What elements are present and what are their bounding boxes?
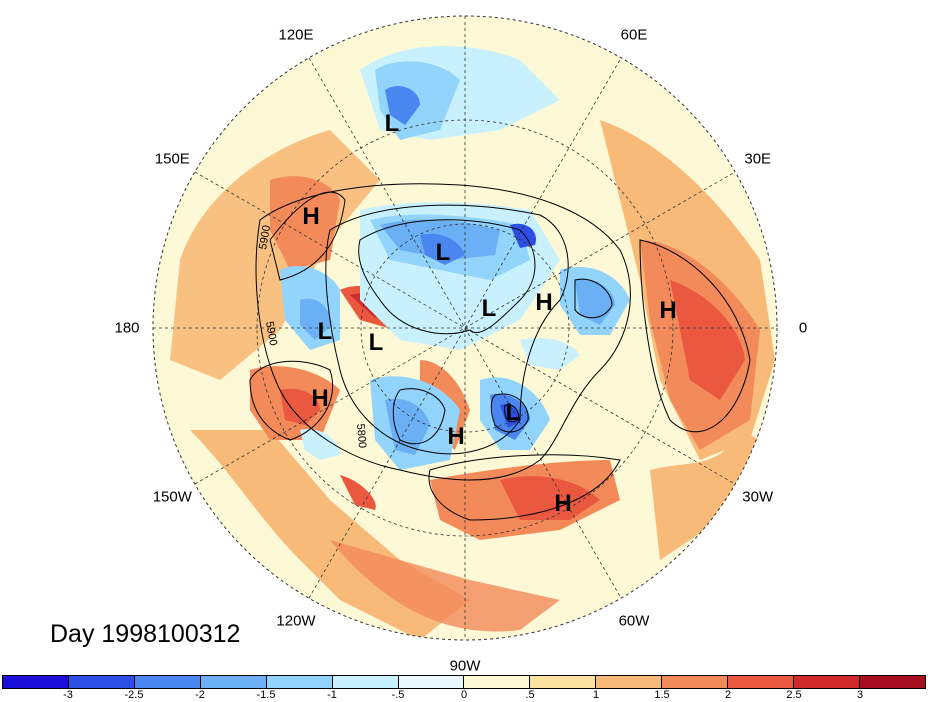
low-pressure-label: L [385, 110, 400, 137]
colorbar-cell [530, 676, 597, 688]
colorbar-cell [794, 676, 860, 688]
longitude-label: 180 [114, 319, 140, 337]
contour-label: 5900 [257, 224, 273, 250]
colorbar-tick-label: .5 [525, 689, 535, 701]
colorbar-cell [3, 676, 69, 688]
high-pressure-label: H [302, 203, 319, 230]
colorbar-tick-label: 2.5 [786, 689, 802, 701]
low-pressure-label: L [369, 329, 384, 356]
longitude-label: 150E [154, 150, 190, 168]
longitude-label: 120W [276, 612, 316, 630]
date-label: Day 1998100312 [50, 620, 241, 648]
colorbar-cell [728, 676, 795, 688]
longitude-label: 0 [798, 319, 808, 337]
colorbar-cell [266, 676, 333, 688]
colorbar-tick-label: -2 [195, 689, 205, 701]
colorbar-tick-label: -1 [327, 689, 337, 701]
map-boundary [152, 15, 778, 641]
longitude-label: 60E [620, 26, 648, 44]
high-pressure-label: H [535, 289, 552, 316]
colorbar-cell [859, 676, 925, 688]
contour-label: 5900 [263, 320, 279, 346]
high-pressure-label: H [659, 297, 676, 324]
low-pressure-label: L [482, 295, 497, 322]
colorbar-cell [596, 676, 663, 688]
colorbar-cell [464, 676, 531, 688]
colorbar-cell [398, 676, 465, 688]
low-pressure-label: L [506, 399, 521, 426]
contour-label: 5800 [354, 423, 368, 448]
graticule [153, 16, 777, 640]
longitude-label: 30E [744, 150, 772, 168]
contour-labels: 5900 5900 5800 [257, 224, 368, 448]
colorbar-tick-label: 0 [460, 689, 468, 701]
colorbar-tick-label: 1.5 [654, 689, 670, 701]
longitude-label: 30W [742, 488, 774, 506]
low-pressure-label: L [318, 318, 333, 345]
low-pressure-label: L [436, 239, 451, 266]
high-pressure-label: H [554, 490, 571, 517]
longitude-label: 120E [278, 26, 314, 44]
colorbar-cell [68, 676, 135, 688]
colorbar-tick-label: -3 [63, 689, 73, 701]
colorbar-cell [662, 676, 729, 688]
height-contours [249, 183, 751, 521]
colorbar-tick-label: 3 [856, 689, 864, 701]
colorbar-cell [200, 676, 267, 688]
high-pressure-label: H [447, 423, 464, 450]
colorbar-tick-label: 1 [592, 689, 600, 701]
longitude-label: 90W [449, 657, 481, 675]
colorbar-tick-label: -.5 [391, 689, 405, 701]
colorbar [2, 675, 926, 689]
longitude-label: 150W [152, 488, 192, 506]
high-pressure-label: H [311, 385, 328, 412]
colorbar-tick-label: -2.5 [124, 689, 144, 701]
pressure-centers: H L L L L L H H H L H H [302, 110, 676, 517]
colorbar-cell [332, 676, 399, 688]
longitude-label: 60W [618, 612, 650, 630]
colorbar-cell [134, 676, 201, 688]
colorbar-tick-label: 2 [724, 689, 732, 701]
colorbar-tick-label: -1.5 [256, 689, 276, 701]
